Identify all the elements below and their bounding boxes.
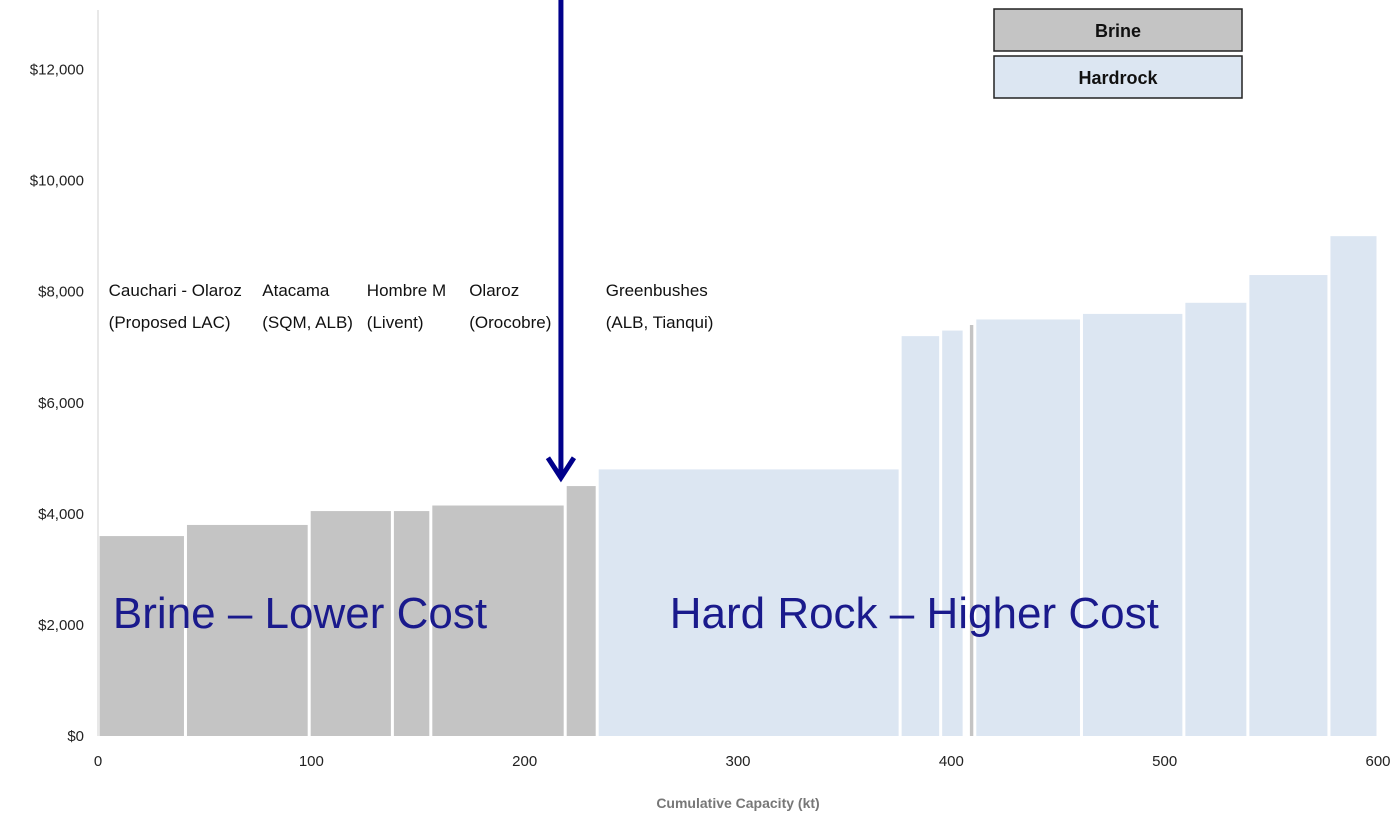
brine-region-label: Brine – Lower Cost [113,589,487,638]
brine-bar-2 [310,511,391,736]
project-label-name: Olaroz [469,281,519,300]
project-label-name: Atacama [262,281,330,300]
x-tick-label: 300 [725,753,750,770]
brine-bar-6 [969,325,974,736]
hardrock-bar-2 [942,330,963,736]
y-tick-label: $10,000 [30,173,84,190]
hardrock-bar-3 [976,319,1080,736]
project-label-owner: (ALB, Tianqui) [606,313,714,332]
brine-bar-5 [566,486,596,736]
legend-swatch-brine [993,8,1243,52]
hardrock-bar-5 [1185,302,1247,736]
y-tick-label: $4,000 [38,506,84,523]
hardrock-region-label: Hard Rock – Higher Cost [670,589,1159,638]
y-tick-label: $0 [67,728,84,745]
axes-layer: $0 $2,000 $4,000 $6,000 $8,000 $10,000 $12,000… [30,10,1391,770]
y-tick-label: $8,000 [38,284,84,301]
project-label-name: Hombre M [367,281,446,300]
project-label-name: Greenbushes [606,281,708,300]
hardrock-bar-6 [1249,275,1328,736]
x-tick-label: 600 [1365,753,1390,770]
legend-swatch-hardrock [993,55,1243,99]
brine-bar-4 [432,505,564,736]
brine-bar-0 [99,536,184,736]
x-tick-label: 200 [512,753,537,770]
arrow-head [545,456,577,483]
bars-layer [99,236,1377,736]
x-tick-label: 0 [94,753,102,770]
hardrock-bar-0 [598,469,899,736]
hardrock-bar-4 [1082,313,1183,736]
hardrock-bar-1 [901,336,940,736]
hardrock-bar-7 [1330,236,1377,736]
y-tick-label: $12,000 [30,62,84,79]
project-label-owner: (Livent) [367,313,424,332]
project-label-owner: (Orocobre) [469,313,551,332]
project-label-name: Cauchari - Olaroz [109,281,242,300]
y-tick-label: $6,000 [38,395,84,412]
brine-bar-1 [186,524,308,736]
arrow-layer [545,0,577,483]
x-tick-label: 400 [939,753,964,770]
labels-layer: Cauchari - Olaroz (Proposed LAC) Atacama (S… [109,281,1159,638]
brine-bar-3 [393,511,430,736]
y-tick-label: $2,000 [38,617,84,634]
x-tick-label: 500 [1152,753,1177,770]
x-tick-label: 100 [299,753,324,770]
project-label-owner: (Proposed LAC) [109,313,231,332]
legend-label-brine: Brine [1095,21,1141,41]
x-axis-title: Cumulative Capacity (kt) [656,795,819,811]
project-label-owner: (SQM, ALB) [262,313,353,332]
legend: Brine Hardrock [993,8,1243,99]
legend-label-hardrock: Hardrock [1078,68,1158,88]
